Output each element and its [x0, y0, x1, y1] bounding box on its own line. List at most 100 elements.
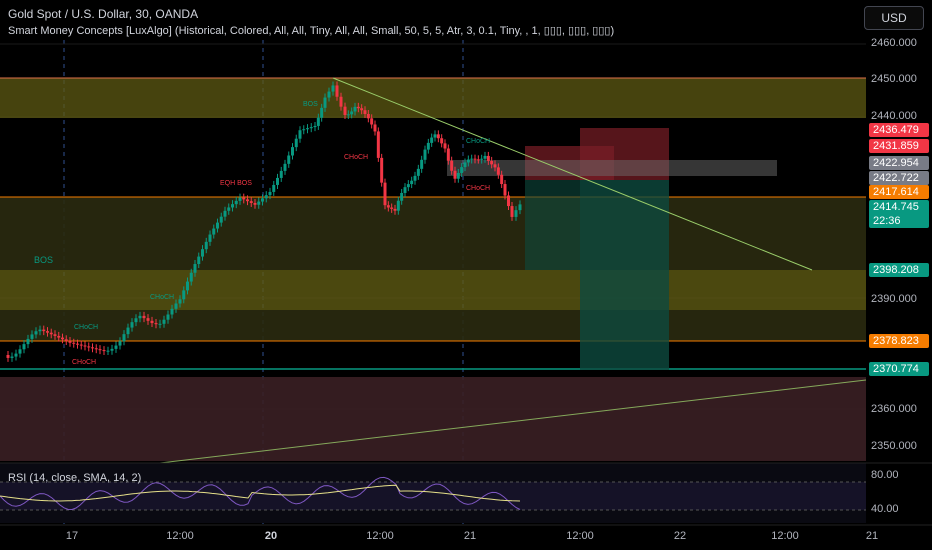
candle-body — [335, 85, 339, 97]
candle-body — [373, 124, 377, 132]
bos-label-top: BOS — [303, 101, 318, 108]
candle-body — [126, 327, 130, 335]
time-tick: 17 — [65, 530, 79, 542]
candle-body — [486, 155, 490, 161]
descending-trendline[interactable] — [332, 77, 813, 271]
candle-body — [268, 191, 272, 196]
time-tick: 21 — [865, 530, 879, 542]
candle-body — [343, 106, 347, 115]
choch-label: CHoCH — [344, 154, 369, 161]
candle-body — [264, 195, 268, 199]
candle-body — [76, 343, 79, 345]
candle-body — [166, 314, 170, 320]
candle-body — [483, 155, 487, 159]
candle-body — [283, 163, 287, 171]
candle-body — [370, 118, 374, 125]
candle-body — [346, 114, 350, 116]
candle-body — [57, 335, 61, 338]
choch-label: CHoCH — [466, 138, 491, 145]
discount-zone — [0, 377, 866, 461]
candle-body — [106, 350, 110, 352]
candle-body — [396, 200, 400, 211]
candle-body — [174, 303, 178, 309]
order-block-zone — [0, 270, 866, 310]
candle-body — [490, 160, 494, 165]
candle-body — [142, 315, 146, 319]
candle-body — [219, 216, 223, 223]
candle-body — [400, 192, 404, 201]
candle-body — [10, 356, 14, 358]
candle-body — [298, 130, 302, 139]
candle-body — [68, 341, 72, 343]
candle-body — [410, 180, 414, 185]
candle-body — [26, 338, 30, 345]
take-profit-box[interactable] — [580, 180, 669, 370]
candle-body — [102, 350, 106, 352]
candle-body — [302, 129, 306, 131]
rsi-tick: 80.00 — [871, 469, 899, 481]
candle-body — [162, 319, 166, 324]
rsi-legend[interactable]: RSI (14, close, SMA, 14, 2) — [8, 472, 142, 484]
candle-body — [294, 138, 298, 148]
candle-body — [313, 125, 317, 128]
candle-body — [110, 348, 114, 351]
candle-body — [503, 184, 507, 196]
price-label-grey: 2422.954 — [869, 156, 929, 170]
candle-body — [79, 344, 83, 346]
candle-body — [158, 323, 162, 325]
candle-body — [476, 159, 480, 161]
candle-body — [246, 199, 249, 202]
candle-body — [150, 320, 154, 324]
time-tick: 12:00 — [566, 530, 594, 542]
candle-body — [186, 281, 189, 291]
ascending-trendline[interactable] — [159, 379, 867, 464]
candle-body — [234, 200, 238, 205]
time-tick: 12:00 — [166, 530, 194, 542]
candle-body — [463, 162, 467, 168]
candle-body — [49, 332, 53, 335]
bar-countdown: 22:36 — [873, 215, 901, 227]
time-tick: 20 — [264, 530, 278, 542]
candle-body — [320, 107, 324, 118]
candle-body — [98, 349, 102, 351]
candle-body — [453, 170, 457, 179]
current-price-value: 2414.745 — [873, 201, 919, 213]
candle-body — [118, 341, 122, 346]
candle-body — [366, 114, 370, 119]
candle-body — [87, 346, 91, 348]
candle-body — [403, 187, 407, 193]
candle-body — [518, 204, 522, 211]
candle-body — [327, 91, 331, 98]
candle-body — [406, 184, 410, 188]
currency-button[interactable]: USD — [864, 6, 924, 30]
candle-body — [272, 184, 276, 192]
candle-body — [64, 339, 68, 342]
candle-body — [46, 331, 49, 333]
indicator-legend[interactable]: Smart Money Concepts [LuxAlgo] (Historic… — [8, 25, 615, 37]
time-tick: 21 — [463, 530, 477, 542]
candle-body — [30, 334, 34, 339]
candle-body — [413, 175, 417, 181]
candle-body — [309, 127, 313, 129]
candle-body — [420, 159, 424, 169]
price-tick: 2390.000 — [871, 293, 917, 305]
eqh-bos-label: EQH BOS — [220, 180, 252, 187]
candle-body — [353, 106, 357, 112]
candle-body — [510, 206, 514, 217]
choch-label: CHoCH — [74, 324, 99, 331]
candle-body — [261, 198, 264, 202]
equilibrium-zone — [0, 197, 866, 270]
candle-body — [146, 318, 150, 321]
price-label-sl2: 2431.859 — [869, 139, 929, 153]
price-tick: 2350.000 — [871, 440, 917, 452]
candle-body — [316, 117, 320, 126]
candle-body — [376, 131, 380, 158]
candle-body — [257, 201, 261, 205]
candle-body — [94, 348, 98, 350]
price-label-orange: 2417.614 — [869, 185, 929, 199]
symbol-title[interactable]: Gold Spot / U.S. Dollar, 30, OANDA — [8, 7, 199, 21]
candle-body — [456, 172, 460, 179]
price-label-green: 2370.774 — [869, 362, 929, 376]
candle-body — [430, 137, 434, 143]
